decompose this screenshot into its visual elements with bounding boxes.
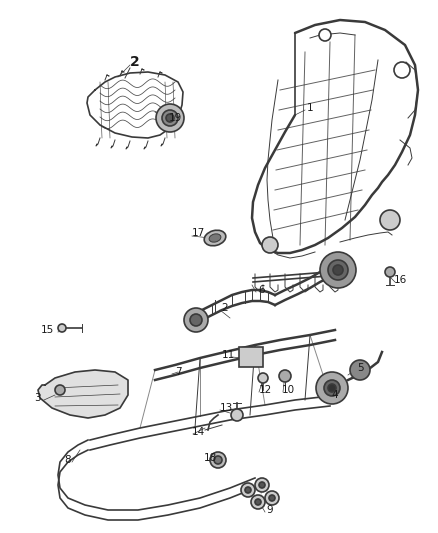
Text: 9: 9 [267, 505, 273, 515]
Text: 4: 4 [332, 390, 338, 400]
Circle shape [210, 452, 226, 468]
Circle shape [262, 237, 278, 253]
Circle shape [320, 252, 356, 288]
Circle shape [394, 62, 410, 78]
Text: 19: 19 [168, 113, 182, 123]
Circle shape [385, 267, 395, 277]
Circle shape [259, 482, 265, 488]
Text: 11: 11 [221, 350, 235, 360]
Circle shape [214, 456, 222, 464]
Circle shape [58, 324, 66, 332]
Text: 10: 10 [282, 385, 295, 395]
Circle shape [316, 372, 348, 404]
Circle shape [324, 380, 340, 396]
FancyBboxPatch shape [239, 347, 263, 367]
Text: 17: 17 [191, 228, 205, 238]
Circle shape [380, 210, 400, 230]
Text: 7: 7 [175, 367, 181, 377]
Circle shape [255, 478, 269, 492]
Circle shape [190, 314, 202, 326]
Circle shape [166, 114, 174, 122]
Text: 2: 2 [222, 303, 228, 313]
Circle shape [255, 499, 261, 505]
Circle shape [258, 373, 268, 383]
Circle shape [156, 104, 184, 132]
Text: 13: 13 [219, 403, 233, 413]
Text: 2: 2 [130, 55, 140, 69]
Circle shape [241, 483, 255, 497]
Circle shape [231, 409, 243, 421]
Text: 12: 12 [258, 385, 272, 395]
Circle shape [328, 384, 336, 392]
Circle shape [269, 495, 275, 501]
Text: 8: 8 [65, 455, 71, 465]
Text: 15: 15 [40, 325, 53, 335]
Circle shape [265, 491, 279, 505]
Text: 16: 16 [393, 275, 406, 285]
Circle shape [55, 385, 65, 395]
Circle shape [184, 308, 208, 332]
Text: 6: 6 [259, 285, 265, 295]
Circle shape [251, 495, 265, 509]
Circle shape [319, 29, 331, 41]
Text: 1: 1 [307, 103, 313, 113]
Text: 5: 5 [357, 363, 363, 373]
Ellipse shape [209, 234, 221, 242]
Ellipse shape [204, 230, 226, 246]
Circle shape [328, 260, 348, 280]
Circle shape [333, 265, 343, 275]
Circle shape [350, 360, 370, 380]
Text: 14: 14 [191, 427, 205, 437]
Circle shape [245, 487, 251, 493]
Polygon shape [38, 370, 128, 418]
Text: 18: 18 [203, 453, 217, 463]
Text: 3: 3 [34, 393, 40, 403]
Circle shape [162, 110, 178, 126]
Circle shape [279, 370, 291, 382]
